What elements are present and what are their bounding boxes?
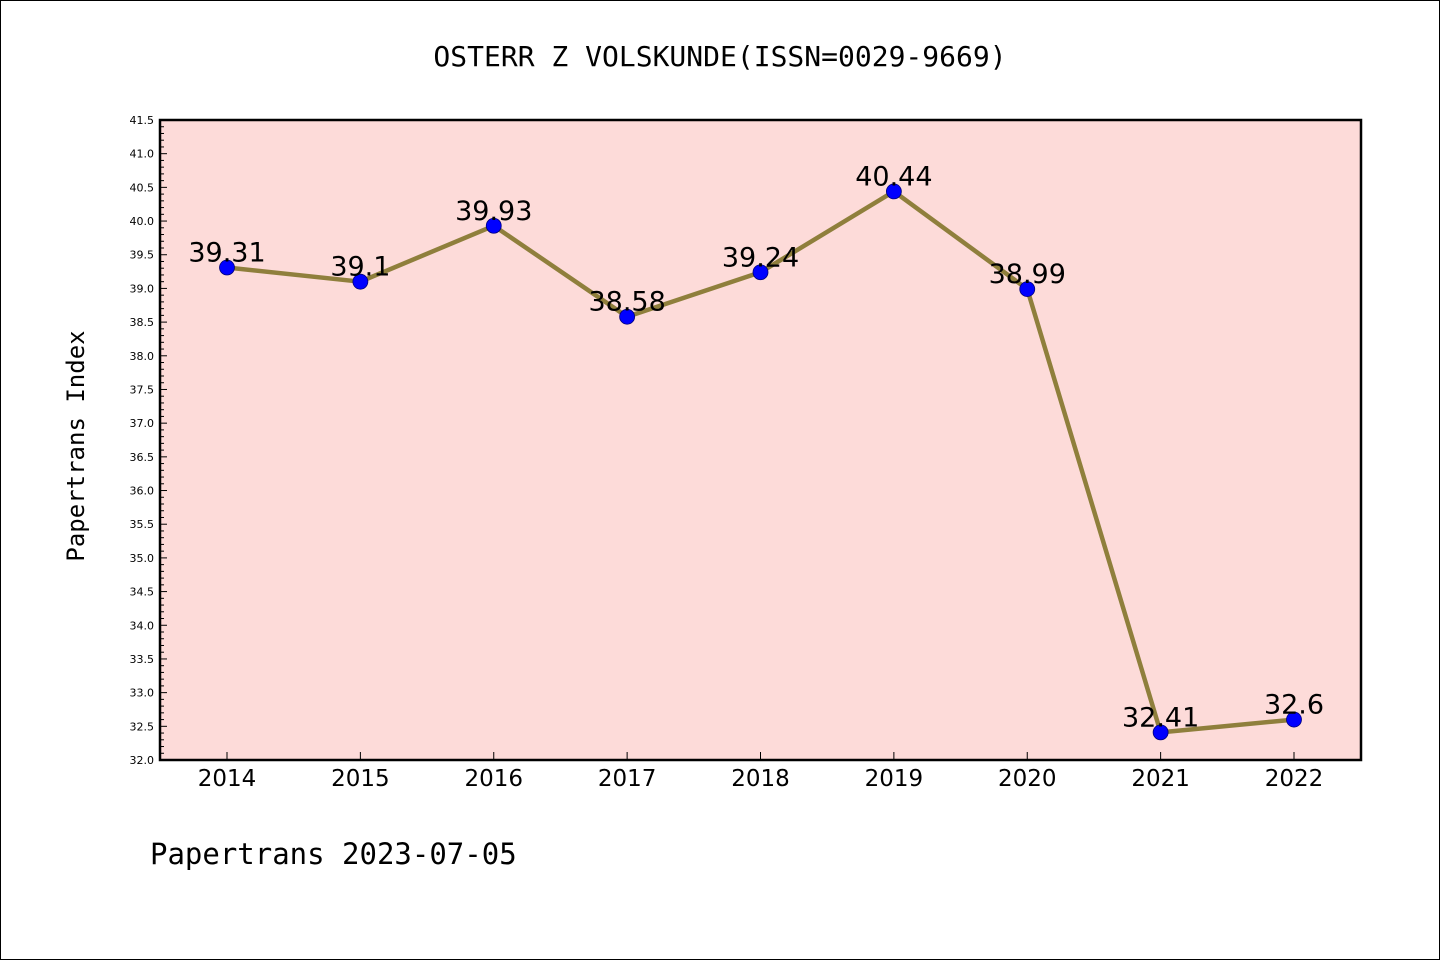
y-tick-label: 32.0 <box>130 754 155 767</box>
y-axis: 32.0 32.5 33.0 33.5 34.0 34.5 35.0 35.5 36.0 36.5… <box>130 114 167 767</box>
data-label: 38.58 <box>588 287 665 318</box>
plot-area <box>160 120 1361 760</box>
y-axis-label: Papertrans Index <box>62 330 90 561</box>
y-tick-label: 38.0 <box>130 350 155 363</box>
data-point-marker <box>1286 711 1302 728</box>
x-tick-label: 2018 <box>731 766 790 792</box>
y-tick-label: 37.0 <box>130 417 155 430</box>
data-point-marker <box>1019 281 1036 297</box>
data-point-marker <box>352 273 369 290</box>
data-label: 40.44 <box>855 161 932 192</box>
x-tick-label: 2020 <box>998 766 1057 792</box>
x-tick-label: 2019 <box>865 766 924 792</box>
data-label: 39.31 <box>188 238 265 269</box>
y-tick-label: 41.5 <box>130 114 155 127</box>
y-tick-label: 35.0 <box>130 552 155 565</box>
y-tick-label: 34.0 <box>130 619 155 632</box>
data-point-marker <box>885 183 902 200</box>
y-tick-label: 39.0 <box>130 282 155 295</box>
footer-text: Papertrans 2023-07-05 <box>150 837 517 871</box>
series-line-group: 39.31 39.1 39.93 38.58 39.24 40.44 38.99 32.41 3… <box>188 161 1324 741</box>
x-tick-label: 2021 <box>1131 766 1190 792</box>
x-tick-label: 2017 <box>598 766 657 792</box>
y-tick-label: 39.5 <box>130 249 155 262</box>
y-tick-label: 34.5 <box>130 586 155 599</box>
y-tick-label: 40.0 <box>130 215 155 228</box>
y-tick-label: 36.5 <box>130 451 155 464</box>
data-label: 39.1 <box>330 252 390 283</box>
y-tick-label: 33.0 <box>130 687 155 700</box>
data-label: 39.93 <box>455 196 532 227</box>
x-tick-label: 2014 <box>198 766 257 792</box>
data-point-marker <box>219 259 235 276</box>
data-label: 38.99 <box>989 259 1066 290</box>
data-point-marker <box>1152 724 1169 741</box>
x-axis: 2014 2015 2016 2017 2018 2019 2020 2021 2022 <box>198 752 1324 792</box>
data-label: 32.6 <box>1264 690 1324 721</box>
y-tick-label: 33.5 <box>130 653 155 666</box>
data-point-marker <box>485 217 502 234</box>
y-tick-label: 37.5 <box>130 383 155 396</box>
data-label: 39.24 <box>722 242 799 273</box>
x-tick-label: 2022 <box>1265 766 1324 792</box>
y-tick-label: 32.5 <box>130 720 155 733</box>
y-tick-label: 41.0 <box>130 148 155 161</box>
x-tick-label: 2016 <box>464 766 523 792</box>
y-tick-label: 40.5 <box>130 181 155 194</box>
data-point-marker <box>619 308 636 325</box>
y-tick-label: 38.5 <box>130 316 155 329</box>
y-tick-label: 35.5 <box>130 518 155 531</box>
chart-title: OSTERR Z VOLSKUNDE(ISSN=0029-9669) <box>433 40 1006 73</box>
data-label: 32.41 <box>1122 702 1199 733</box>
x-tick-label: 2015 <box>331 766 390 792</box>
data-point-marker <box>752 264 769 281</box>
plot-border <box>158 118 1363 762</box>
y-tick-label: 36.0 <box>130 485 155 498</box>
